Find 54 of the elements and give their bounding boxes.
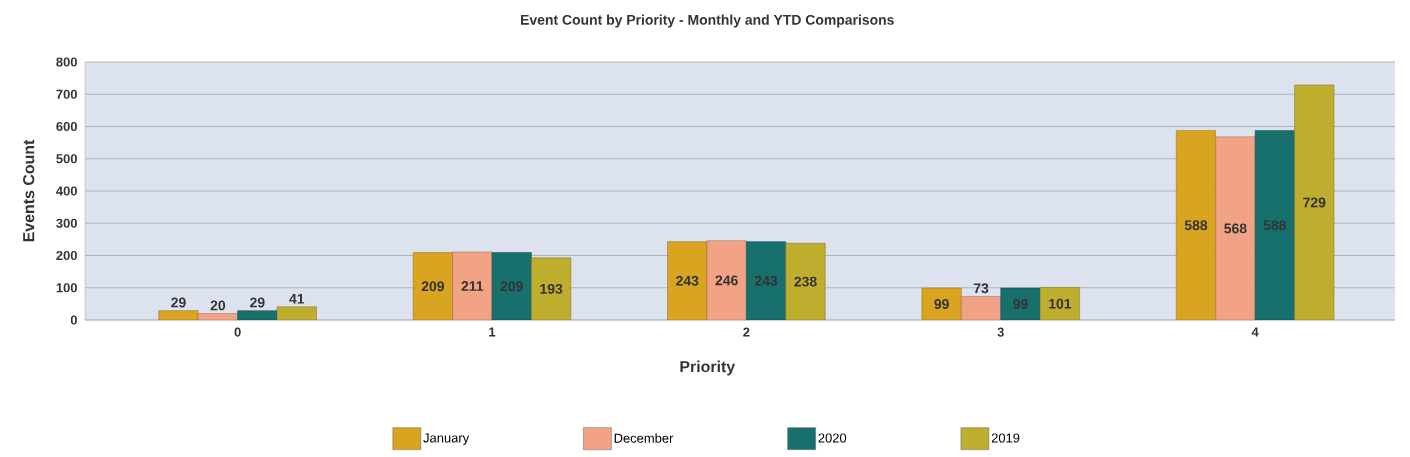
x-axis-title: Priority	[680, 360, 736, 376]
bar	[1176, 130, 1216, 320]
bar	[746, 241, 787, 320]
data-label: 211	[461, 281, 484, 291]
y-tick-label: 400	[56, 186, 77, 196]
y-axis-title: Events Count	[23, 139, 35, 242]
data-label: 99	[1013, 299, 1028, 309]
data-label: 41	[289, 293, 305, 304]
data-label: 588	[1184, 220, 1208, 231]
x-tick-label: 1	[489, 327, 496, 337]
data-label: 29	[171, 297, 186, 308]
data-label: 243	[676, 275, 699, 286]
x-tick-label: 3	[997, 327, 1004, 337]
bar	[961, 296, 1001, 320]
bar	[667, 241, 708, 320]
chart-title: Event Count by Priority - Monthly and YTD Comparisons	[521, 14, 894, 28]
legend-label: January	[423, 433, 470, 446]
bar	[706, 240, 747, 320]
y-tick-label: 300	[56, 218, 77, 228]
x-tick-label: 0	[234, 327, 241, 337]
data-label: 73	[973, 283, 989, 294]
x-tick-label: 2	[743, 327, 750, 337]
bar	[1294, 84, 1335, 320]
data-label: 568	[1224, 223, 1247, 234]
bar	[1215, 136, 1256, 320]
y-tick-label: 200	[56, 250, 77, 261]
data-label: 193	[540, 283, 563, 294]
bar	[531, 257, 572, 320]
legend-label: 2020	[818, 433, 847, 443]
legend-label: 2019	[991, 433, 1020, 443]
data-label: 209	[421, 281, 444, 292]
data-label: 246	[715, 275, 738, 286]
legend-label: December	[614, 433, 674, 443]
data-label: 101	[1049, 298, 1072, 309]
y-tick-label: 500	[56, 154, 77, 164]
data-label: 588	[1263, 220, 1287, 231]
data-label: 238	[794, 276, 817, 287]
data-label: 209	[500, 281, 523, 292]
y-tick-label: 0	[70, 315, 77, 325]
bar	[785, 243, 826, 320]
y-tick-label: 700	[56, 89, 77, 99]
data-label: 29	[250, 297, 265, 308]
bar	[491, 252, 532, 320]
bar	[1254, 130, 1295, 320]
bar	[452, 251, 493, 320]
bar	[412, 252, 453, 320]
x-tick-label: 4	[1251, 327, 1259, 337]
y-tick-label: 800	[56, 57, 77, 67]
y-tick-label: 100	[56, 283, 77, 293]
data-label: 729	[1303, 197, 1326, 208]
data-label: 20	[210, 300, 226, 311]
y-tick-label: 600	[56, 121, 77, 132]
data-label: 243	[754, 275, 778, 286]
data-label: 99	[934, 299, 949, 309]
